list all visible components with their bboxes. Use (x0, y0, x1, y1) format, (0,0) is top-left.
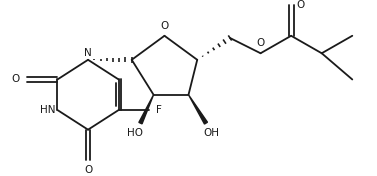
Polygon shape (188, 95, 207, 124)
Text: O: O (297, 0, 305, 10)
Text: HO: HO (127, 128, 143, 138)
Text: F: F (156, 105, 162, 115)
Text: N: N (84, 48, 92, 58)
Text: O: O (256, 37, 265, 48)
Text: OH: OH (203, 128, 219, 138)
Text: O: O (84, 165, 92, 175)
Text: O: O (11, 74, 20, 84)
Text: HN: HN (40, 105, 55, 115)
Polygon shape (139, 95, 153, 124)
Text: O: O (160, 21, 169, 31)
